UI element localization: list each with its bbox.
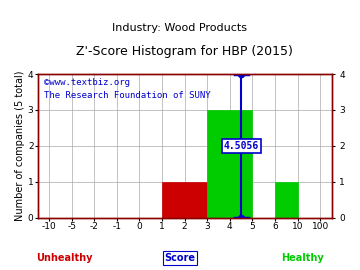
Bar [162, 182, 207, 218]
Text: Healthy: Healthy [281, 253, 324, 263]
Text: Industry: Wood Products: Industry: Wood Products [112, 23, 248, 33]
Text: 4.5056: 4.5056 [224, 141, 259, 151]
Text: The Research Foundation of SUNY: The Research Foundation of SUNY [44, 91, 210, 100]
Text: ©www.textbiz.org: ©www.textbiz.org [44, 79, 130, 87]
Bar [207, 110, 252, 218]
Bar [275, 182, 298, 218]
Text: Score: Score [165, 253, 195, 263]
Title: Z'-Score Histogram for HBP (2015): Z'-Score Histogram for HBP (2015) [76, 45, 293, 58]
Y-axis label: Number of companies (5 total): Number of companies (5 total) [15, 70, 25, 221]
Text: Unhealthy: Unhealthy [36, 253, 93, 263]
